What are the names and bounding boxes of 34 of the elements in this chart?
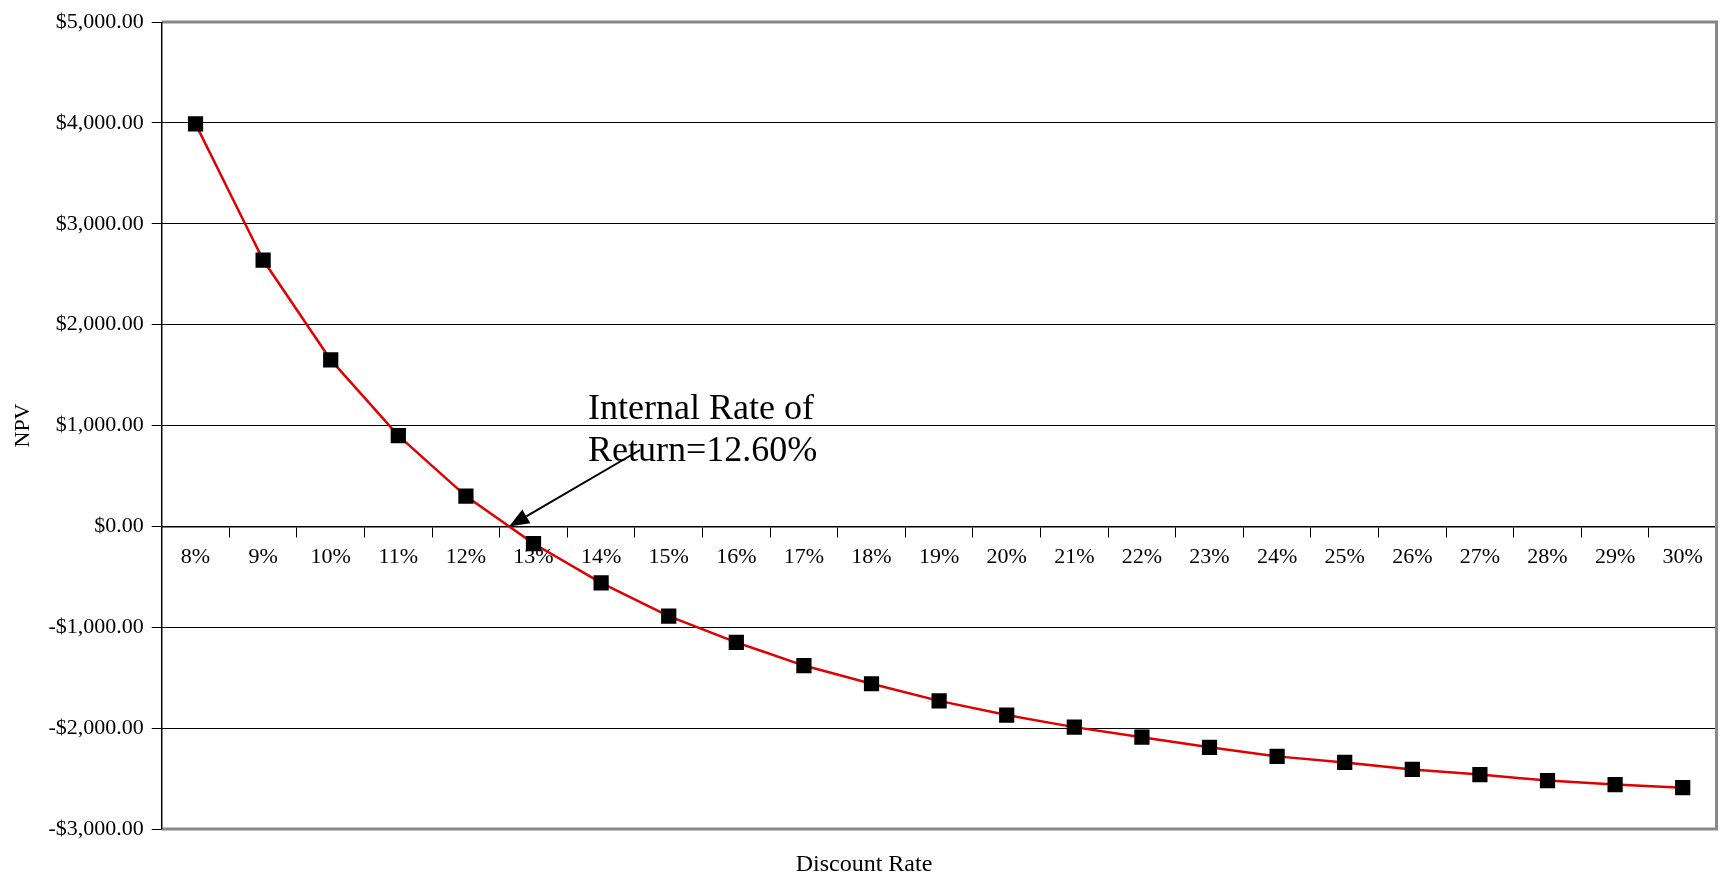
y-axis-title: NPV bbox=[8, 403, 34, 448]
x-tick-label: 21% bbox=[1054, 543, 1095, 569]
x-tick-label: 27% bbox=[1459, 543, 1501, 569]
x-tick-label: 11% bbox=[378, 543, 419, 569]
y-tick-label: -$3,000.00 bbox=[48, 814, 144, 840]
x-tick-label: 12% bbox=[445, 543, 487, 569]
x-tick-label: 10% bbox=[310, 543, 351, 569]
x-tick-label: 29% bbox=[1594, 543, 1636, 569]
y-tick-label: -$2,000.00 bbox=[48, 713, 144, 739]
y-tick-label: $5,000.00 bbox=[55, 7, 144, 33]
x-tick-label: 18% bbox=[851, 543, 892, 569]
y-tick-label: $0.00 bbox=[94, 512, 144, 538]
x-tick-label: 8% bbox=[180, 543, 211, 569]
x-tick-label: 19% bbox=[918, 543, 960, 569]
annotation: Internal Rate of Return=12.60% bbox=[588, 386, 819, 470]
x-tick-label: 30% bbox=[1662, 543, 1703, 569]
x-tick-label: 16% bbox=[716, 543, 757, 569]
x-tick-label: 28% bbox=[1527, 543, 1568, 569]
y-tick-label: $2,000.00 bbox=[55, 310, 144, 336]
x-tick-label: 15% bbox=[648, 543, 689, 569]
x-axis-title: Discount Rate bbox=[794, 850, 934, 877]
y-tick-label: $1,000.00 bbox=[55, 411, 144, 437]
x-tick-label: 17% bbox=[783, 543, 825, 569]
x-tick-label: 24% bbox=[1256, 543, 1298, 569]
x-tick-label: 9% bbox=[248, 543, 278, 569]
y-tick-label: $3,000.00 bbox=[55, 209, 144, 235]
x-tick-label: 26% bbox=[1392, 543, 1433, 569]
y-tick-label: $4,000.00 bbox=[55, 108, 144, 134]
x-tick-label: 25% bbox=[1324, 543, 1365, 569]
y-tick-label: -$1,000.00 bbox=[48, 613, 144, 639]
x-tick-label: 23% bbox=[1189, 543, 1230, 569]
x-tick-label: 20% bbox=[986, 543, 1027, 569]
x-tick-label: 14% bbox=[580, 543, 622, 569]
x-tick-label: 22% bbox=[1121, 543, 1163, 569]
